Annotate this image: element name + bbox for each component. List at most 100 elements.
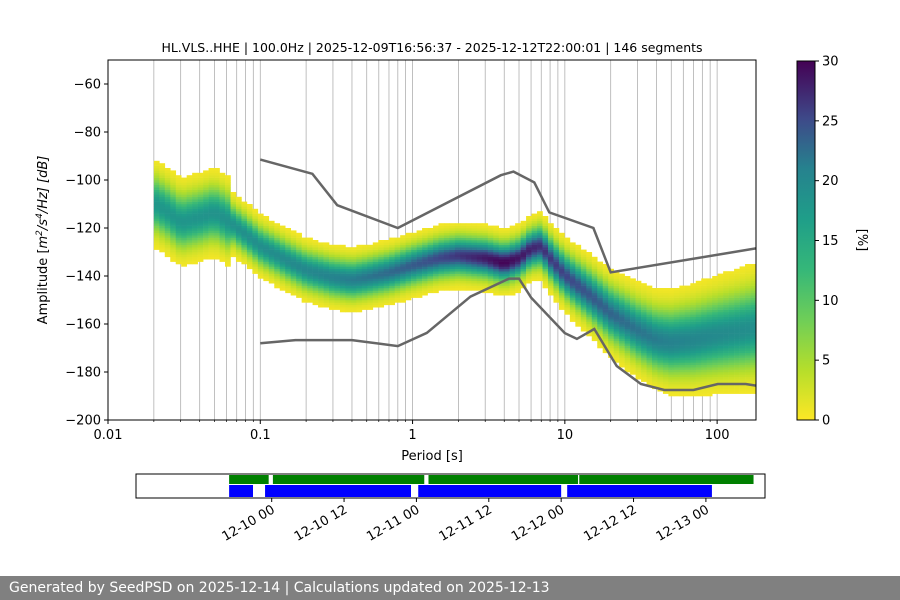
psd-bin	[695, 302, 702, 306]
psd-bin	[394, 295, 401, 298]
psd-bin	[164, 175, 171, 178]
psd-bin	[630, 288, 636, 291]
psd-bin	[356, 261, 363, 265]
psd-bin	[465, 249, 472, 253]
psd-bin	[591, 333, 598, 337]
psd-bin	[181, 218, 187, 222]
processed-segment	[229, 475, 269, 484]
psd-bin	[268, 230, 275, 234]
psd-bin	[624, 340, 631, 344]
psd-bin	[509, 256, 516, 260]
psd-bin	[750, 302, 756, 306]
psd-bin	[339, 283, 346, 286]
psd-bin	[323, 252, 330, 255]
psd-bin	[186, 256, 193, 260]
psd-bin	[394, 256, 401, 260]
psd-bin	[471, 276, 478, 279]
psd-bin	[619, 343, 625, 346]
psd-bin	[712, 326, 718, 330]
psd-bin	[608, 328, 614, 332]
psd-bin	[203, 206, 209, 210]
psd-bin	[580, 266, 587, 270]
psd-bin	[668, 307, 675, 310]
processed-segment	[272, 475, 425, 484]
psd-bin	[443, 249, 450, 253]
psd-bin	[214, 184, 220, 188]
psd-bin	[214, 247, 220, 250]
psd-bin	[405, 235, 412, 238]
psd-bin	[257, 273, 264, 277]
psd-bin	[547, 237, 554, 241]
psd-bin	[153, 237, 160, 241]
psd-bin	[679, 302, 686, 306]
psd-bin	[433, 283, 439, 286]
psd-bin	[624, 364, 631, 368]
psd-bin	[465, 240, 472, 243]
psd-bin	[356, 290, 363, 294]
psd-bin	[301, 295, 308, 298]
psd-bin	[208, 237, 215, 241]
psd-bin	[487, 278, 494, 282]
psd-bin	[750, 374, 756, 378]
psd-bin	[734, 273, 740, 277]
psd-bin	[575, 288, 582, 291]
psd-bin	[263, 249, 270, 253]
psd-bin	[181, 230, 187, 234]
psd-bin	[268, 254, 275, 258]
psd-bin	[734, 283, 740, 286]
psd-bin	[498, 276, 505, 279]
psd-bin	[192, 249, 198, 253]
psd-bin	[438, 288, 445, 291]
psd-bin	[307, 271, 313, 274]
psd-bin	[712, 297, 718, 301]
psd-bin	[520, 254, 527, 258]
psd-bin	[684, 379, 691, 382]
psd-bin	[274, 261, 281, 265]
psd-bin	[350, 254, 357, 258]
psd-bin	[394, 290, 401, 294]
x-tick-label: 0.1	[250, 428, 271, 443]
psd-bin	[717, 350, 724, 354]
psd-bin	[641, 369, 647, 373]
psd-bin	[214, 199, 220, 202]
psd-bin	[734, 285, 740, 289]
psd-bin	[706, 343, 713, 346]
psd-bin	[153, 163, 160, 166]
psd-bin	[487, 230, 494, 234]
psd-bin	[646, 381, 653, 385]
psd-bin	[476, 225, 483, 229]
psd-bin	[192, 182, 198, 186]
psd-bin	[263, 216, 270, 219]
psd-bin	[679, 376, 686, 380]
psd-bin	[159, 228, 166, 231]
psd-bin	[361, 304, 368, 308]
psd-bin	[246, 256, 253, 260]
psd-bin	[400, 295, 406, 298]
psd-bin	[219, 228, 226, 231]
psd-bin	[728, 367, 735, 370]
psd-bin	[531, 247, 538, 250]
psd-bin	[476, 264, 483, 267]
psd-bin	[405, 237, 412, 241]
psd-bin	[285, 228, 291, 231]
psd-bin	[547, 230, 554, 234]
psd-bin	[597, 333, 604, 337]
psd-bin	[630, 307, 636, 310]
psd-bin	[334, 292, 341, 296]
psd-bin	[329, 304, 335, 308]
psd-bin	[345, 290, 352, 294]
psd-bin	[558, 302, 565, 306]
psd-bin	[608, 278, 614, 282]
psd-bin	[476, 288, 483, 291]
psd-bin	[225, 218, 231, 222]
psd-bin	[208, 192, 215, 195]
psd-bin	[219, 201, 226, 205]
psd-bin	[235, 237, 242, 241]
psd-bin	[159, 223, 166, 226]
psd-bin	[290, 252, 297, 255]
psd-bin	[334, 261, 341, 265]
psd-bin	[608, 295, 614, 298]
psd-bin	[553, 285, 560, 289]
psd-bin	[307, 276, 313, 279]
psd-bin	[257, 261, 264, 265]
